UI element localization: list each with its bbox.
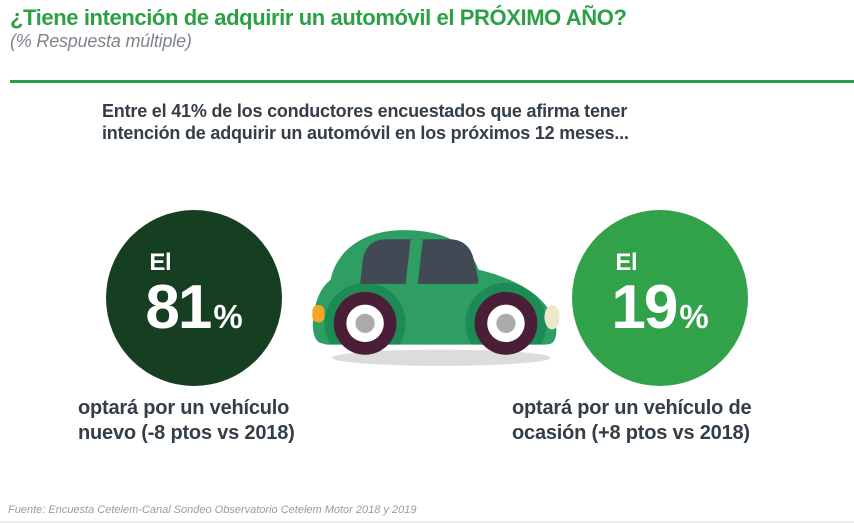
caption-used-line-1: optará por un vehículo de xyxy=(512,397,752,419)
caption-used-line-2: ocasión (+8 ptos vs 2018) xyxy=(512,422,750,444)
stat-value-used: 19 xyxy=(611,272,678,342)
caption-new-line-2: nuevo (-8 ptos vs 2018) xyxy=(78,422,295,444)
stat-unit-used: % xyxy=(679,297,709,335)
car-head-light xyxy=(544,305,560,330)
car-tail-light xyxy=(312,305,325,323)
intro-line-2: intención de adquirir un automóvil en lo… xyxy=(102,123,629,143)
stat-circle-new-vehicle: El 81 % xyxy=(106,210,282,386)
stat-value-row-new: 81 % xyxy=(145,272,243,342)
stat-prefix-used: El xyxy=(615,248,638,276)
caption-new-line-1: optará por un vehículo xyxy=(78,397,290,419)
car-icon xyxy=(312,230,560,366)
page-subtitle: (% Respuesta múltiple) xyxy=(10,31,192,51)
caption-new-vehicle: optará por un vehículo nuevo (-8 ptos vs… xyxy=(78,396,295,446)
stat-value-row-used: 19 % xyxy=(611,272,709,342)
car-front-wheel xyxy=(474,291,538,355)
source-note: Fuente: Encuesta Cetelem-Canal Sondeo Ob… xyxy=(8,504,417,516)
stat-unit-new: % xyxy=(213,297,243,335)
stat-circle-used-vehicle: El 19 % xyxy=(572,210,748,386)
intro-text: Entre el 41% de los conductores encuesta… xyxy=(102,100,629,144)
car-rear-wheel xyxy=(333,291,397,355)
stat-circle-used-vehicle-content: El 19 % xyxy=(611,248,709,342)
stat-value-new: 81 xyxy=(145,272,212,342)
header-divider xyxy=(10,80,854,83)
stat-prefix-new: El xyxy=(149,248,172,276)
bottom-divider xyxy=(0,521,854,523)
page-title: ¿Tiene intención de adquirir un automóvi… xyxy=(10,5,627,30)
stat-circle-new-vehicle-content: El 81 % xyxy=(145,248,243,342)
intro-line-1: Entre el 41% de los conductores encuesta… xyxy=(102,101,628,121)
car-window-pillar xyxy=(405,239,423,284)
caption-used-vehicle: optará por un vehículo de ocasión (+8 pt… xyxy=(512,396,752,446)
